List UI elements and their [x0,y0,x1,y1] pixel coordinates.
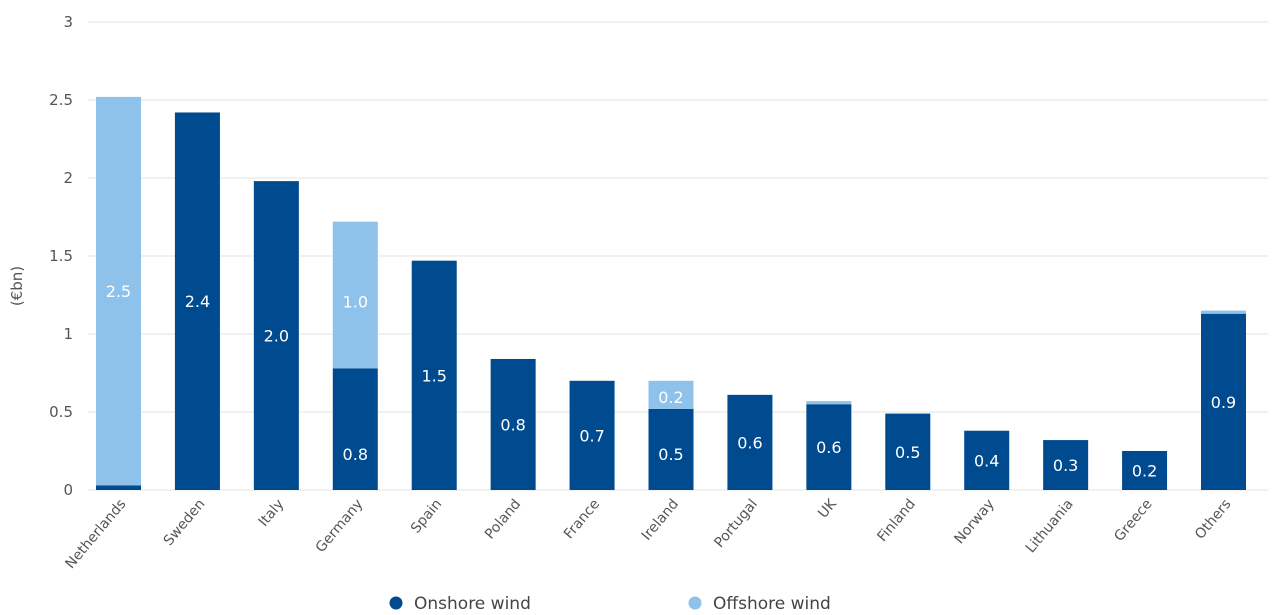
data-label-onshore-spain: 1.5 [421,366,446,385]
bar-onshore-others [1201,313,1246,490]
bar-onshore-spain [411,260,457,490]
y-tick-label: 0 [63,481,73,499]
x-tick-label: Sweden [161,496,209,549]
data-label-onshore-others: 0.9 [1211,393,1236,412]
legend-swatch-offshore [688,596,702,610]
data-label-onshore-germany: 0.8 [343,445,368,464]
y-tick-label: 1.5 [49,247,73,265]
bar-onshore-netherlands [96,485,141,490]
x-tick-label: Germany [313,496,367,556]
bar-onshore-uk [806,404,852,490]
x-tick-label: Netherlands [62,496,129,572]
data-label-offshore-germany: 1.0 [343,293,368,312]
data-label-onshore-norway: 0.4 [974,451,999,470]
bar-onshore-portugal [727,394,773,490]
x-tick-label: UK [815,496,840,522]
y-tick-label: 3 [63,13,73,31]
data-label-onshore-finland: 0.5 [895,443,920,462]
bar-onshore-poland [490,358,536,490]
x-tick-label: Lithuania [1023,496,1077,556]
bar-onshore-greece [1122,451,1168,490]
data-labels: 2.5 2.4 2.0 0.8 1.0 1.5 0.8 0.7 0.5 0.2 0.6 0.6 0.5 0… [106,282,1236,480]
x-tick-label: France [561,496,603,542]
data-label-onshore-sweden: 2.4 [185,292,210,311]
legend-label-offshore: Offshore wind [713,594,831,614]
data-label-onshore-ireland: 0.5 [658,445,683,464]
x-tick-label: Greece [1111,496,1155,544]
x-tick-label: Portugal [711,496,761,551]
data-label-offshore-ireland: 0.2 [658,388,683,407]
bar-onshore-finland [885,413,931,490]
bar-onshore-sweden [174,112,220,490]
bar-onshore-norway [964,430,1010,490]
y-tick-label: 1 [63,325,73,343]
data-label-onshore-lithuania: 0.3 [1053,456,1078,475]
bar-onshore-france [569,380,615,490]
x-tick-label: Italy [256,496,288,530]
bar-offshore-netherlands [96,96,141,486]
x-tick-label: Others [1192,496,1234,542]
x-tick-label: Poland [482,496,524,542]
y-tick-label: 2.5 [49,91,73,109]
y-tick-label: 2 [63,169,73,187]
x-tick-label: Finland [874,496,918,545]
x-axis-ticks: Netherlands Sweden Italy Germany Spain Poland… [62,496,1234,572]
x-tick-label: Spain [408,496,445,536]
legend-swatch-onshore [389,596,403,610]
bar-onshore-lithuania [1043,440,1089,490]
x-tick-label: Norway [951,496,997,547]
bar-offshore-others [1201,310,1246,314]
bar-offshore-ireland [648,380,694,409]
legend-label-onshore: Onshore wind [414,594,531,614]
bar-offshore-uk [806,401,852,405]
data-label-offshore-netherlands: 2.5 [106,282,131,301]
data-label-onshore-poland: 0.8 [500,415,525,434]
data-label-onshore-portugal: 0.6 [737,433,762,452]
y-tick-label: 0.5 [49,403,73,421]
data-label-onshore-uk: 0.6 [816,438,841,457]
data-label-onshore-france: 0.7 [579,426,604,445]
y-axis-label: (€bn) [8,266,26,306]
x-tick-label: Ireland [639,496,682,543]
bar-onshore-germany [332,368,378,490]
y-axis-ticks: 0 0.5 1 1.5 2 2.5 3 [49,13,73,499]
bar-offshore-germany [332,221,378,369]
bar-onshore-ireland [648,408,694,490]
bar-onshore-italy [253,181,299,490]
legend: Onshore wind Offshore wind [389,594,831,614]
data-label-onshore-italy: 2.0 [264,327,289,346]
bars [96,96,1246,490]
data-label-onshore-greece: 0.2 [1132,462,1157,481]
